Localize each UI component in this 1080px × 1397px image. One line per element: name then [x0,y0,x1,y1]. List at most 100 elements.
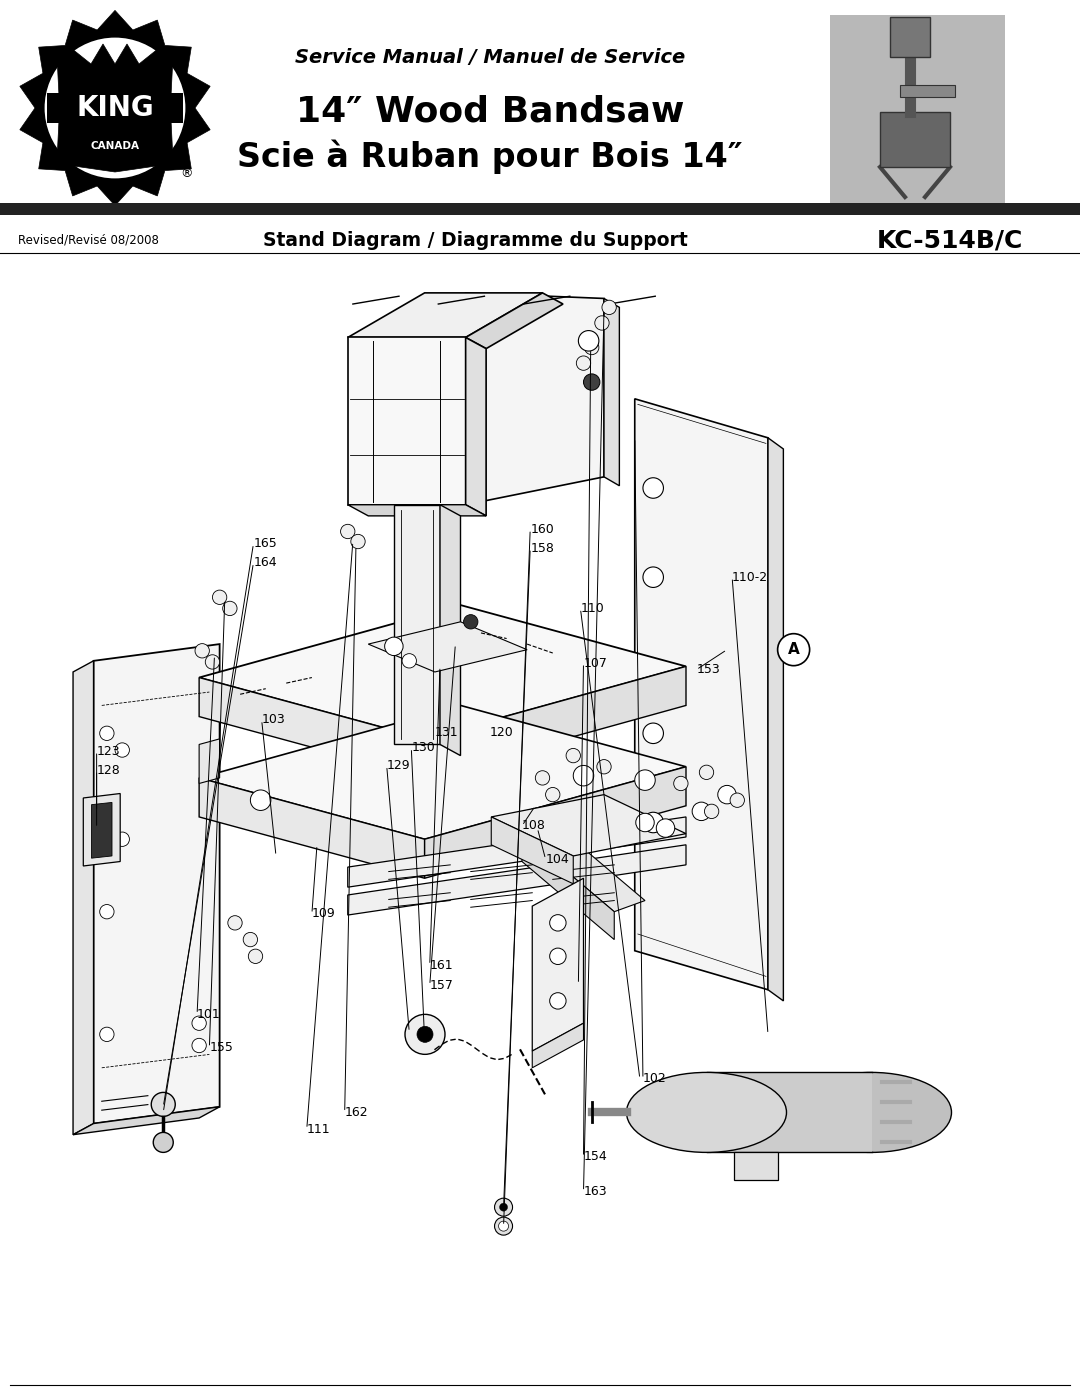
Text: 110: 110 [580,602,604,615]
Circle shape [545,788,559,802]
Polygon shape [199,739,219,784]
Text: 155: 155 [210,1041,233,1055]
Text: 123: 123 [96,745,120,757]
Polygon shape [522,823,645,912]
Circle shape [657,819,675,837]
Circle shape [643,478,663,499]
Text: 101: 101 [197,1007,220,1021]
Text: 160: 160 [530,522,554,536]
Circle shape [151,1092,175,1116]
Text: Service Manual / Manuel de Service: Service Manual / Manuel de Service [295,47,685,67]
Polygon shape [424,767,686,879]
Circle shape [704,805,719,819]
Polygon shape [604,299,619,486]
Circle shape [192,1038,206,1053]
Bar [880,112,950,168]
Circle shape [495,1199,513,1217]
Circle shape [99,726,114,740]
Circle shape [635,770,656,791]
Ellipse shape [626,1073,786,1153]
Circle shape [340,524,355,539]
Text: 111: 111 [307,1123,330,1136]
Text: 158: 158 [530,542,554,555]
Bar [706,1073,872,1153]
Text: 14″ Wood Bandsaw: 14″ Wood Bandsaw [296,95,685,129]
Circle shape [500,1203,508,1211]
Polygon shape [348,338,465,504]
Circle shape [718,785,737,803]
Circle shape [243,932,257,947]
Circle shape [643,812,663,833]
Circle shape [405,1014,445,1055]
Circle shape [573,766,594,787]
Polygon shape [424,666,686,778]
Text: Stand Diagram / Diagramme du Support: Stand Diagram / Diagramme du Support [262,231,688,250]
Bar [900,85,955,96]
Circle shape [463,615,478,629]
Circle shape [417,1027,433,1042]
Circle shape [597,760,611,774]
Text: 102: 102 [643,1073,666,1085]
Bar [734,1153,778,1180]
Polygon shape [94,644,219,1123]
Circle shape [584,341,599,355]
Circle shape [213,590,227,605]
Circle shape [499,1221,509,1231]
Text: 128: 128 [96,764,120,777]
Polygon shape [440,504,460,756]
Polygon shape [465,338,486,515]
Circle shape [402,654,417,668]
Circle shape [195,644,210,658]
Polygon shape [199,778,424,879]
Bar [48,92,183,123]
Circle shape [99,1027,114,1042]
Circle shape [550,993,566,1009]
Polygon shape [348,817,686,887]
Polygon shape [19,10,211,205]
Bar [831,15,1005,205]
Circle shape [636,813,654,831]
Text: 163: 163 [583,1185,607,1199]
Bar [890,17,930,57]
Circle shape [248,949,262,964]
Circle shape [602,300,617,314]
Circle shape [643,724,663,743]
Circle shape [205,655,219,669]
Text: 130: 130 [411,742,435,754]
Circle shape [577,356,591,370]
Bar [0,203,1080,215]
Polygon shape [199,678,424,778]
Circle shape [251,789,271,810]
Polygon shape [465,293,604,504]
Polygon shape [83,793,120,866]
Circle shape [116,833,130,847]
Text: 153: 153 [697,664,720,676]
Text: CANADA: CANADA [91,141,139,151]
Text: KING: KING [77,94,153,122]
Polygon shape [491,817,573,884]
Circle shape [153,1133,173,1153]
Circle shape [99,816,114,830]
Text: 162: 162 [345,1106,368,1119]
Text: 129: 129 [387,759,410,773]
Polygon shape [532,879,583,1051]
Text: 104: 104 [545,852,569,866]
Text: Revised/Revisé 08/2008: Revised/Revisé 08/2008 [18,233,159,246]
Text: 131: 131 [435,725,459,739]
Circle shape [228,915,242,930]
Circle shape [778,634,810,666]
Text: 108: 108 [522,820,545,833]
Circle shape [550,949,566,964]
Polygon shape [522,834,615,940]
Text: 110-2: 110-2 [732,571,768,584]
Polygon shape [348,293,542,338]
Polygon shape [532,1023,583,1067]
Circle shape [583,374,599,390]
Circle shape [495,1217,513,1235]
Text: 164: 164 [254,556,278,569]
Circle shape [222,601,237,616]
Circle shape [700,766,714,780]
Polygon shape [57,120,173,172]
Text: 165: 165 [254,538,278,550]
Circle shape [44,38,186,179]
